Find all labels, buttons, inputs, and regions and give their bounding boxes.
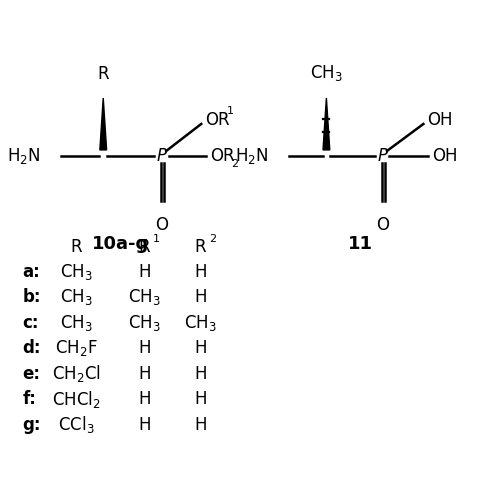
Text: H: H [138, 416, 150, 434]
Text: H: H [194, 365, 206, 383]
Text: CH$_3$: CH$_3$ [310, 63, 343, 83]
Text: H: H [138, 263, 150, 281]
Text: H$_2$N: H$_2$N [7, 146, 40, 166]
Text: a:: a: [22, 263, 40, 281]
Text: CH$_2$F: CH$_2$F [55, 339, 98, 358]
Text: CH$_3$: CH$_3$ [60, 313, 93, 333]
Polygon shape [100, 98, 106, 150]
Text: 10a-g: 10a-g [92, 235, 149, 253]
Text: CH$_3$: CH$_3$ [60, 262, 93, 282]
Text: H: H [138, 340, 150, 357]
Text: R: R [70, 238, 83, 255]
Text: OR: OR [205, 110, 230, 129]
Text: H: H [138, 365, 150, 383]
Text: 11: 11 [348, 235, 373, 253]
Text: R: R [194, 238, 206, 255]
Text: 2: 2 [232, 159, 238, 169]
Text: H: H [138, 390, 150, 408]
Text: OH: OH [432, 147, 457, 165]
Text: CCl$_3$: CCl$_3$ [58, 415, 95, 435]
Text: CHCl$_2$: CHCl$_2$ [52, 389, 101, 410]
Text: 2: 2 [209, 234, 216, 244]
Text: H: H [194, 416, 206, 434]
Text: CH$_3$: CH$_3$ [128, 287, 161, 308]
Text: O: O [376, 215, 388, 234]
Text: H: H [194, 263, 206, 281]
Text: OR: OR [210, 147, 234, 165]
Text: H: H [194, 340, 206, 357]
Text: 1: 1 [153, 234, 160, 244]
Text: R: R [98, 65, 109, 83]
Text: b:: b: [22, 288, 40, 307]
Polygon shape [323, 98, 330, 150]
Text: CH$_2$Cl: CH$_2$Cl [52, 363, 101, 385]
Text: CH$_3$: CH$_3$ [60, 287, 93, 308]
Text: H$_2$N: H$_2$N [235, 146, 268, 166]
Text: 1: 1 [226, 106, 234, 116]
Text: OH: OH [427, 110, 452, 129]
Text: g:: g: [22, 416, 40, 434]
Text: CH$_3$: CH$_3$ [184, 313, 216, 333]
Text: e:: e: [22, 365, 40, 383]
Text: P: P [156, 147, 166, 165]
Text: H: H [194, 288, 206, 307]
Text: CH$_3$: CH$_3$ [128, 313, 161, 333]
Text: f:: f: [22, 390, 36, 408]
Text: d:: d: [22, 340, 40, 357]
Text: O: O [155, 215, 168, 234]
Text: P: P [377, 147, 387, 165]
Text: R: R [138, 238, 150, 255]
Text: c:: c: [22, 314, 38, 332]
Text: H: H [194, 390, 206, 408]
